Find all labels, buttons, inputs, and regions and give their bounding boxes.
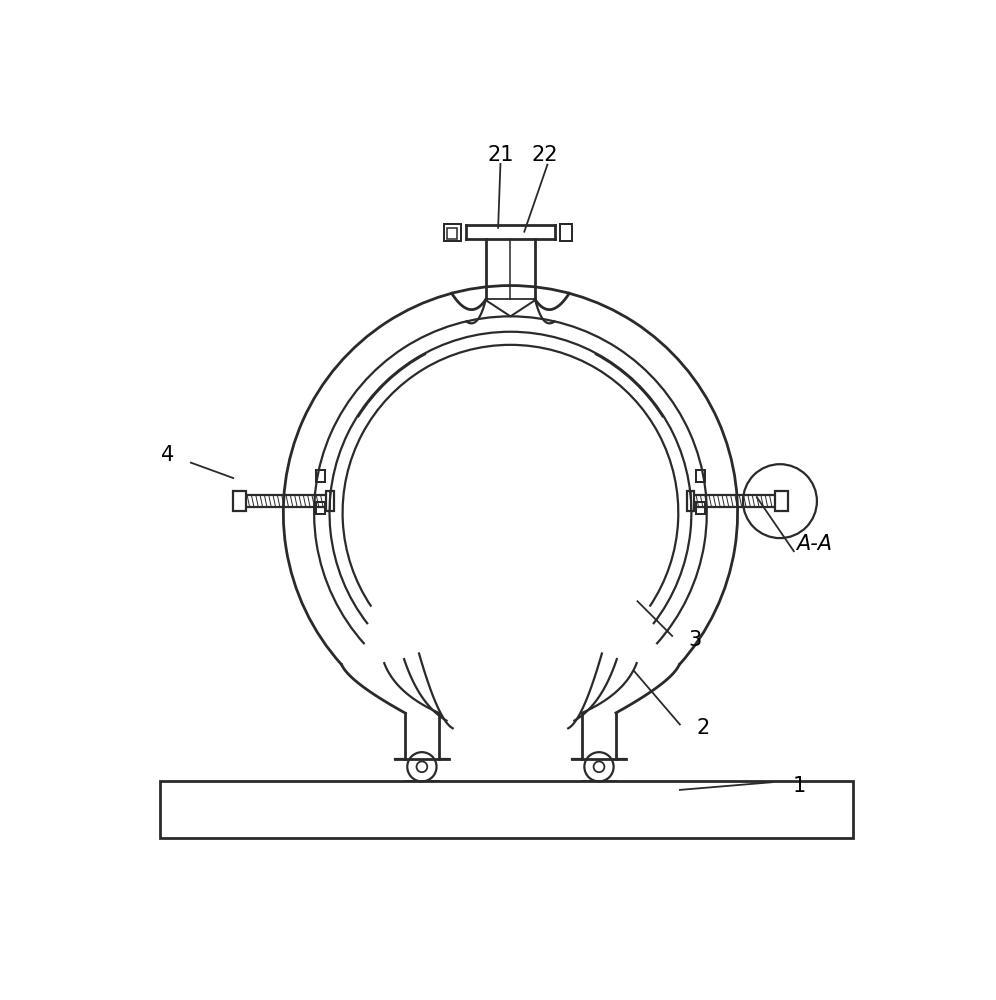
Bar	[560, 224, 572, 241]
Text: 3: 3	[688, 630, 702, 650]
Text: 1: 1	[793, 776, 806, 796]
Text: 4: 4	[161, 445, 174, 465]
Bar	[696, 470, 705, 482]
Text: 22: 22	[532, 145, 559, 165]
Text: A-A: A-A	[797, 534, 833, 554]
Bar	[444, 224, 461, 241]
Bar	[233, 491, 246, 511]
Bar	[447, 228, 457, 239]
Bar	[160, 781, 854, 838]
Text: 21: 21	[487, 145, 514, 165]
Bar	[775, 491, 788, 511]
Bar	[696, 502, 705, 514]
Bar	[316, 470, 325, 482]
Bar	[687, 491, 694, 511]
Bar	[316, 502, 325, 514]
Text: 2: 2	[696, 718, 709, 738]
Bar	[327, 491, 334, 511]
